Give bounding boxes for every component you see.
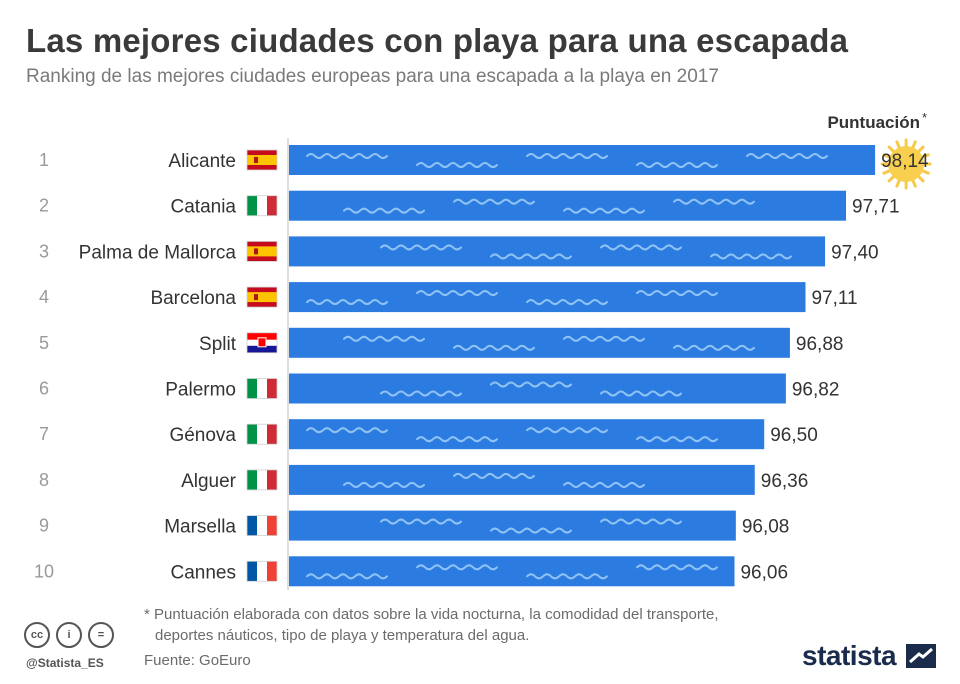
category-label: Barcelona xyxy=(150,288,236,309)
wave-pattern xyxy=(380,381,682,397)
rank-label: 5 xyxy=(39,333,49,353)
value-label: 97,71 xyxy=(852,197,900,218)
category-label: Marsella xyxy=(164,517,236,538)
category-label: Alguer xyxy=(181,471,237,492)
flag-italy-icon xyxy=(246,378,278,399)
by-icon: i xyxy=(56,622,82,648)
wave-pattern xyxy=(380,518,682,534)
wave-pattern xyxy=(306,564,718,580)
value-label: 97,11 xyxy=(811,288,857,309)
category-label: Palma de Mallorca xyxy=(79,242,237,263)
flag-spain-icon xyxy=(246,240,278,262)
flag-spain-icon xyxy=(246,286,278,308)
flag-croatia-icon xyxy=(246,332,278,354)
value-label: 97,40 xyxy=(831,242,879,263)
rank-label: 6 xyxy=(39,379,49,399)
bar xyxy=(289,419,765,450)
wave-pattern xyxy=(343,472,645,488)
category-label: Alicante xyxy=(168,151,236,172)
value-label: 96,88 xyxy=(796,334,844,355)
bar xyxy=(289,373,786,404)
value-label: 96,82 xyxy=(792,380,840,401)
rank-label: 1 xyxy=(39,150,49,170)
bar xyxy=(289,464,755,495)
bar xyxy=(289,556,735,587)
wave-pattern xyxy=(343,198,755,214)
rank-label: 2 xyxy=(39,196,49,216)
bar xyxy=(289,510,736,541)
statista-logo[interactable]: statista xyxy=(802,640,897,671)
value-header: Puntuación xyxy=(827,113,920,132)
sun-icon xyxy=(880,138,932,190)
category-label: Génova xyxy=(169,425,236,446)
category-label: Catania xyxy=(171,197,237,218)
wave-pattern xyxy=(380,244,792,260)
wave-pattern xyxy=(306,153,828,168)
license-icons: cc i = xyxy=(24,622,114,648)
statista-logo-icon xyxy=(906,644,936,668)
value-label: 96,08 xyxy=(742,517,790,538)
flag-italy-icon xyxy=(246,195,278,217)
rank-label: 10 xyxy=(34,561,54,581)
chart-title: Las mejores ciudades con playa para una … xyxy=(26,22,849,59)
footnote-line-2: deportes náuticos, tipo de playa y tempe… xyxy=(155,627,530,644)
value-label: 98,14 xyxy=(881,151,929,172)
bar xyxy=(289,236,826,267)
rank-label: 4 xyxy=(39,287,49,307)
chart-subtitle: Ranking de las mejores ciudades europeas… xyxy=(26,66,719,87)
source-note: Fuente: GoEuro xyxy=(144,652,251,669)
bar-chart: Puntuación * 1 Alicante 98,14 2 Catania 97,71 3 P… xyxy=(34,110,932,590)
category-label: Split xyxy=(199,334,237,355)
bar xyxy=(289,145,876,175)
wave-pattern xyxy=(343,335,755,351)
wave-pattern xyxy=(306,290,718,306)
twitter-handle: @Statista_ES xyxy=(26,656,104,670)
footnote: * Puntuación elaborada con datos sobre l… xyxy=(144,604,824,646)
cc-icon: cc xyxy=(24,622,50,648)
value-label: 96,06 xyxy=(740,562,788,583)
footnote-line-1: * Puntuación elaborada con datos sobre l… xyxy=(144,606,719,623)
bar xyxy=(289,190,847,221)
bar xyxy=(289,327,790,358)
value-header-asterisk: * xyxy=(922,110,927,125)
flag-italy-icon xyxy=(246,469,278,491)
category-label: Cannes xyxy=(171,562,237,583)
flag-italy-icon xyxy=(246,423,278,445)
wave-pattern xyxy=(306,427,718,443)
rank-label: 3 xyxy=(39,241,49,261)
flag-spain-icon xyxy=(246,149,278,171)
rank-label: 9 xyxy=(39,516,49,536)
nd-icon: = xyxy=(88,622,114,648)
value-label: 96,50 xyxy=(770,425,818,446)
rank-label: 8 xyxy=(39,470,49,490)
rank-label: 7 xyxy=(39,424,49,444)
category-label: Palermo xyxy=(165,380,236,401)
flag-france-icon xyxy=(246,515,278,536)
bar xyxy=(289,282,806,313)
value-label: 96,36 xyxy=(761,471,809,492)
flag-france-icon xyxy=(246,560,278,582)
